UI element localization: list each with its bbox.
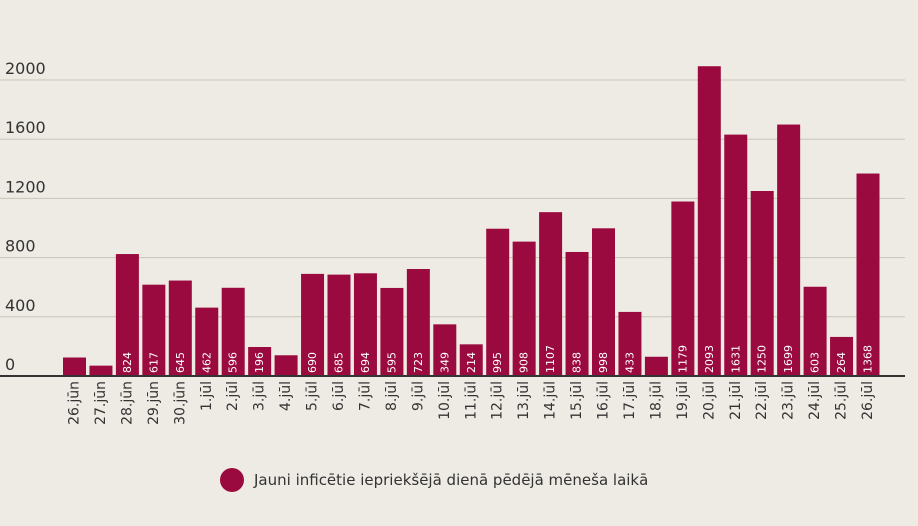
bar — [380, 287, 404, 376]
legend: Jauni inficētie iepriekšējā dienā pēdējā… — [220, 468, 648, 492]
data-label: 1107 — [544, 345, 557, 373]
x-tick-label: 18.jūl — [648, 381, 664, 420]
x-tick-label: 27.jūn — [93, 381, 109, 425]
x-tick-label: 28.jūn — [119, 381, 135, 425]
x-tick-label: 29.jūn — [146, 381, 162, 425]
data-label: 645 — [174, 352, 187, 373]
bar — [63, 357, 86, 376]
data-label: 908 — [518, 352, 531, 373]
legend-swatch — [220, 468, 244, 492]
x-tick-label: 12.jūl — [490, 381, 506, 420]
data-label: 1699 — [782, 345, 795, 373]
y-tick-label: 800 — [5, 237, 36, 256]
data-label: 685 — [333, 352, 346, 373]
bar — [856, 173, 880, 376]
x-tick-label: 16.jūl — [596, 381, 612, 420]
x-tick-label: 22.jūl — [754, 381, 770, 420]
x-tick-label: 23.jūl — [781, 381, 797, 420]
bar — [724, 134, 748, 376]
bar — [750, 191, 774, 376]
data-label: 595 — [385, 352, 398, 373]
data-label: 349 — [438, 352, 451, 373]
data-label: 2093 — [703, 345, 716, 373]
x-tick-label: 10.jūl — [437, 381, 453, 420]
x-tick-label: 3.jūl — [252, 381, 268, 411]
bar — [327, 274, 351, 376]
y-tick-label: 0 — [5, 355, 15, 374]
y-tick-label: 2000 — [5, 59, 46, 78]
bar — [512, 241, 536, 376]
bar — [486, 228, 510, 376]
bar — [592, 228, 615, 376]
x-tick-label: 26.jūl — [860, 381, 876, 420]
data-label: 998 — [597, 352, 610, 373]
data-label: 603 — [809, 352, 822, 373]
bar — [565, 251, 589, 376]
bar — [406, 268, 430, 376]
x-tick-label: 30.jūn — [172, 381, 188, 425]
x-tick-label: 26.jūn — [67, 381, 83, 425]
data-label: 723 — [412, 352, 425, 373]
x-tick-label: 7.jūl — [357, 381, 373, 411]
x-tick-label: 5.jūl — [305, 381, 321, 411]
bar — [142, 284, 166, 376]
x-tick-label: 25.jūl — [834, 381, 850, 420]
y-tick-label: 1200 — [5, 177, 46, 196]
bar — [459, 344, 483, 376]
data-label: 196 — [253, 352, 266, 373]
bar — [803, 286, 827, 376]
x-tick-label: 11.jūl — [463, 381, 479, 420]
bar — [248, 346, 272, 376]
x-tick-label: 1.jūl — [199, 381, 215, 411]
x-tick-label: 6.jūl — [331, 381, 347, 411]
x-tick-label: 14.jūl — [543, 381, 559, 420]
data-label: 824 — [121, 352, 134, 373]
data-label: 694 — [359, 352, 372, 373]
x-tick-label: 15.jūl — [569, 381, 585, 420]
x-tick-label: 21.jūl — [728, 381, 744, 420]
y-tick-label: 400 — [5, 296, 36, 315]
bar — [353, 273, 377, 376]
data-label: 1631 — [729, 345, 742, 373]
bar — [671, 201, 695, 376]
x-tick-label: 20.jūl — [701, 381, 717, 420]
bar — [195, 307, 219, 376]
x-tick-label: 8.jūl — [384, 381, 400, 411]
x-tick-label: 13.jūl — [516, 381, 532, 420]
data-label: 596 — [227, 352, 240, 373]
bar — [221, 287, 245, 376]
legend-label: Jauni inficētie iepriekšējā dienā pēdējā… — [254, 471, 649, 489]
bar — [433, 324, 457, 376]
x-tick-label: 4.jūl — [278, 381, 294, 411]
bar — [618, 311, 642, 376]
x-tick-label: 19.jūl — [675, 381, 691, 420]
bar — [274, 355, 298, 376]
x-tick-label: 24.jūl — [807, 381, 823, 420]
bar — [539, 212, 563, 376]
bar — [777, 124, 801, 376]
x-tick-label: 17.jūl — [622, 381, 638, 420]
data-label: 214 — [465, 352, 478, 373]
bar — [89, 365, 113, 376]
data-label: 1368 — [862, 345, 875, 373]
data-label: 1179 — [676, 345, 689, 373]
data-label: 617 — [147, 352, 160, 373]
x-tick-label: 9.jūl — [410, 381, 426, 411]
bar — [301, 273, 325, 376]
data-label: 690 — [306, 352, 319, 373]
x-tick-label: 2.jūl — [225, 381, 241, 411]
data-label: 433 — [623, 352, 636, 373]
data-label: 1250 — [756, 345, 769, 373]
data-label: 264 — [835, 352, 848, 373]
bar — [115, 254, 139, 376]
data-label: 462 — [200, 352, 213, 373]
bar — [830, 336, 854, 376]
data-label: 838 — [571, 352, 584, 373]
data-label: 995 — [491, 352, 504, 373]
bar — [697, 66, 721, 377]
bar — [168, 280, 192, 376]
y-tick-label: 1600 — [5, 118, 46, 137]
bar — [644, 356, 668, 376]
